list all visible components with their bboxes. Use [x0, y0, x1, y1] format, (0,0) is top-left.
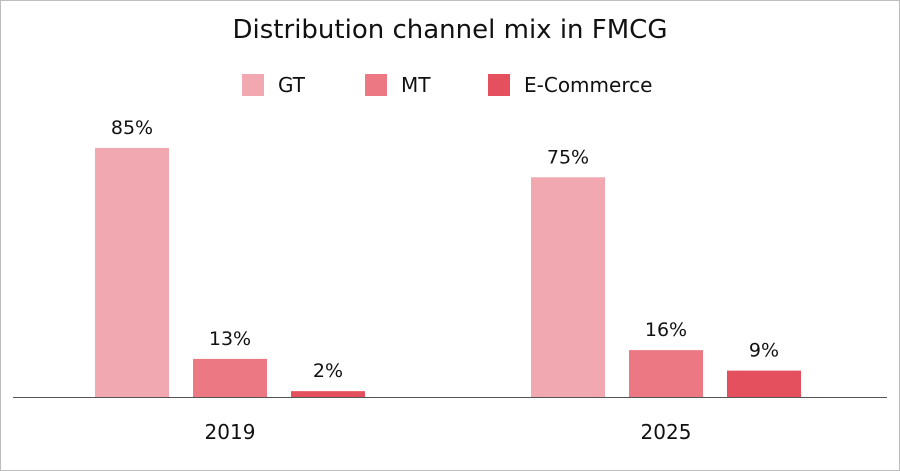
legend-swatch-gt	[242, 74, 264, 96]
legend-item-mt: MT	[365, 73, 430, 97]
chart-title: Distribution channel mix in FMCG	[232, 15, 668, 45]
legend-label-mt: MT	[401, 73, 431, 97]
legend-label-gt: GT	[278, 73, 306, 97]
data-label: 85%	[111, 117, 153, 139]
data-label: 16%	[645, 319, 687, 341]
bar-e-commerce-2025	[727, 370, 801, 397]
data-label: 13%	[209, 328, 251, 350]
data-label: 75%	[547, 146, 589, 168]
legend-item-gt: GT	[242, 73, 305, 97]
x-tick-label: 2025	[641, 420, 692, 444]
bar-mt-2019	[193, 358, 267, 397]
legend-swatch-ecommerce	[488, 74, 510, 96]
bar-mt-2025	[629, 350, 703, 397]
data-label: 2%	[313, 360, 343, 382]
legend-label-ecommerce: E-Commerce	[524, 73, 653, 97]
x-tick-label: 2019	[205, 420, 256, 444]
legend-item-ecommerce: E-Commerce	[488, 73, 652, 97]
bar-gt-2019	[95, 147, 169, 397]
legend-swatch-mt	[365, 74, 387, 96]
bar-e-commerce-2019	[291, 391, 365, 397]
data-label: 9%	[749, 340, 779, 362]
bar-gt-2025	[531, 177, 605, 397]
